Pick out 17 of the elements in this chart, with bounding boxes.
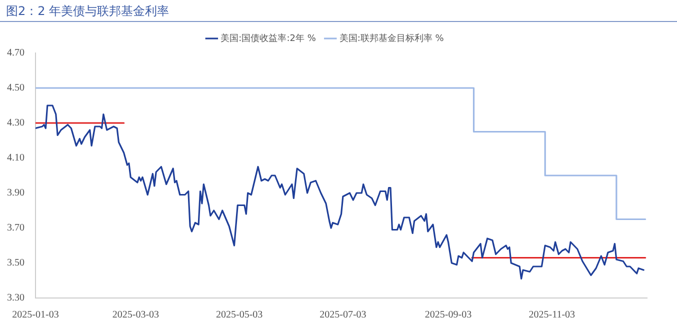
x-tick-label: 2025-05-03 (216, 310, 263, 321)
y-tick-label: 3.30 (7, 292, 24, 304)
x-tick-label: 2025-09-03 (424, 310, 472, 321)
x-tick-label: 2025-11-03 (528, 310, 576, 321)
y-tick-label: 4.50 (7, 82, 24, 94)
legend-label: 美国:联邦基金目标利率 % (339, 32, 444, 44)
y-tick-label: 4.70 (7, 48, 24, 59)
x-tick-label: 2025-01-03 (12, 310, 59, 321)
x-tick-label: 2025-03-03 (112, 310, 160, 321)
x-tick-label: 2025-07-03 (320, 310, 366, 321)
y-tick-label: 4.30 (7, 118, 24, 129)
y-tick-label: 4.10 (7, 152, 24, 164)
y-tick-label: 3.50 (7, 258, 24, 269)
y-tick-label: 3.70 (7, 222, 24, 234)
y-tick-label: 3.90 (7, 188, 24, 199)
chart-title: 图2：2 年美债与联邦基金利率 (6, 3, 170, 20)
legend-label: 美国:国债收益率:2年 % (220, 32, 316, 44)
